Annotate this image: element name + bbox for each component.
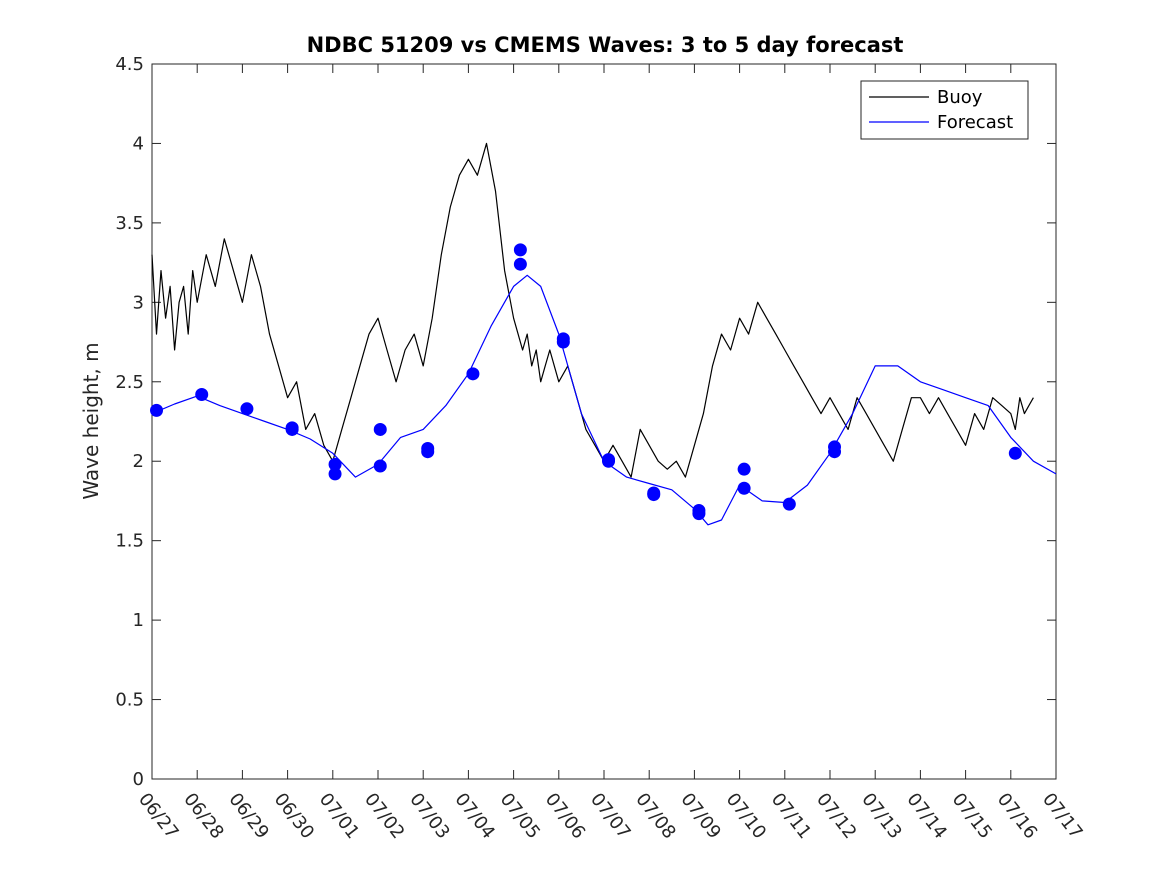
forecast-point — [647, 488, 661, 502]
forecast-point — [828, 445, 842, 459]
x-tick-label: 07/09 — [676, 789, 724, 843]
x-tick-label: 06/29 — [224, 789, 272, 843]
chart-title: NDBC 51209 vs CMEMS Waves: 3 to 5 day fo… — [307, 33, 904, 57]
x-tick-label: 07/08 — [631, 789, 679, 843]
x-tick-label: 07/15 — [948, 789, 996, 843]
forecast-point — [285, 422, 299, 436]
y-tick-label: 3.5 — [115, 213, 144, 234]
forecast-point — [737, 462, 751, 476]
y-tick-label: 4.5 — [115, 54, 144, 75]
y-tick-label: 1.5 — [115, 531, 144, 552]
y-tick-label: 1 — [133, 610, 144, 631]
forecast-point — [150, 403, 164, 417]
forecast-point — [692, 507, 706, 521]
forecast-point — [240, 402, 254, 416]
y-tick-label: 3 — [133, 292, 144, 313]
plot-box — [151, 63, 1057, 780]
forecast-point — [602, 454, 616, 468]
axis-ticks — [151, 63, 1057, 780]
forecast-point — [513, 257, 527, 271]
y-tick-label: 0 — [133, 769, 144, 790]
forecast-point — [421, 442, 435, 456]
y-axis-label: Wave height, m — [79, 342, 103, 499]
y-tick-label: 0.5 — [115, 690, 144, 711]
y-tick-label: 2.5 — [115, 372, 144, 393]
x-tick-label: 06/27 — [134, 789, 182, 843]
y-tick-label: 2 — [133, 451, 144, 472]
x-tick-label: 07/01 — [315, 789, 363, 843]
forecast-point — [1008, 446, 1022, 460]
x-tick-label: 07/17 — [1038, 789, 1086, 843]
forecast-point — [466, 367, 480, 381]
x-tick-label: 07/12 — [812, 789, 860, 843]
forecast-point — [556, 335, 570, 349]
x-tick-label: 07/06 — [541, 789, 589, 843]
forecast-point — [373, 422, 387, 436]
x-tick-label: 06/30 — [270, 789, 318, 843]
forecast-point — [737, 481, 751, 495]
x-tick-label: 07/03 — [405, 789, 453, 843]
x-tick-label: 07/05 — [496, 789, 544, 843]
x-tick-label: 07/16 — [993, 789, 1041, 843]
forecast-point — [513, 243, 527, 257]
forecast-point — [373, 459, 387, 473]
x-tick-label: 07/10 — [722, 789, 770, 843]
forecast-point — [782, 497, 796, 511]
x-tick-label: 07/04 — [450, 789, 498, 843]
forecast-markers — [150, 243, 1022, 521]
x-tick-label: 07/11 — [767, 789, 815, 843]
x-tick-label: 07/02 — [360, 789, 408, 843]
legend-box — [860, 80, 1029, 140]
x-tick-label: 07/13 — [857, 789, 905, 843]
legend-entry-label: Buoy — [937, 87, 983, 108]
forecast-point — [328, 457, 342, 471]
plot-area — [151, 63, 1057, 780]
legend: Buoy Forecast — [860, 80, 1029, 140]
forecast-point — [328, 467, 342, 481]
legend-entry-label: Forecast — [937, 112, 1013, 133]
y-tick-label: 4 — [133, 133, 144, 154]
x-tick-label: 07/07 — [586, 789, 634, 843]
series-line-buoy — [151, 142, 1034, 478]
x-tick-label: 06/28 — [179, 789, 227, 843]
forecast-point — [195, 387, 209, 401]
x-tick-label: 07/14 — [902, 789, 950, 843]
